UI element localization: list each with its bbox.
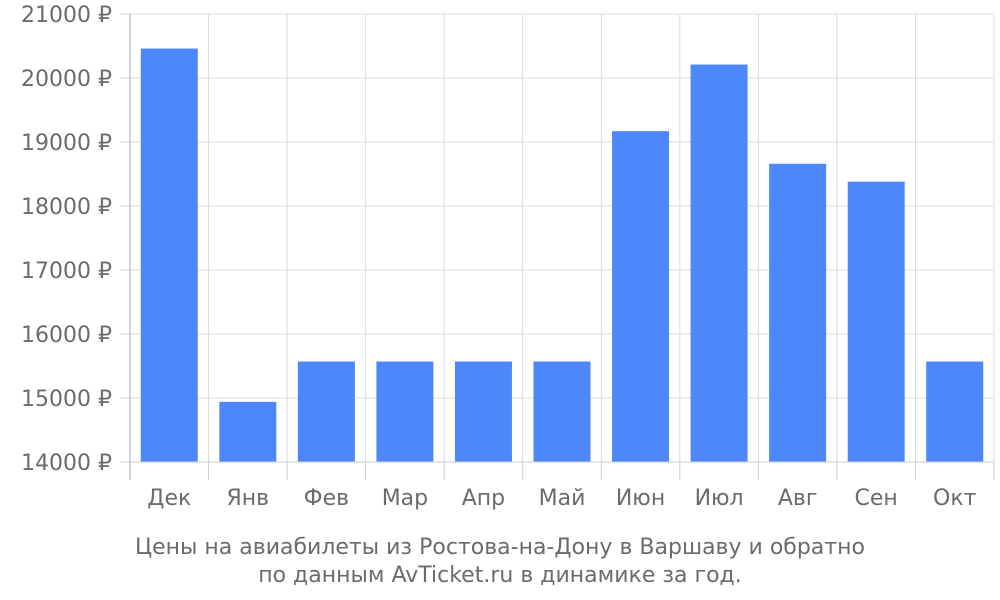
y-tick-label: 19000 ₽	[21, 131, 112, 156]
x-tick-label: Июн	[616, 486, 665, 511]
chart-bars	[140, 48, 984, 463]
bar	[612, 131, 670, 462]
y-tick-label: 14000 ₽	[21, 451, 112, 476]
x-tick-label: Окт	[933, 486, 977, 511]
chart-caption-line-1: Цены на авиабилеты из Ростова-на-Дону в …	[135, 535, 865, 560]
bar	[847, 181, 905, 462]
chart-grid	[129, 13, 995, 463]
y-tick-label: 17000 ₽	[21, 259, 112, 284]
x-tick-label: Июл	[695, 486, 744, 511]
x-tick-label: Апр	[462, 486, 505, 511]
y-tick-label: 21000 ₽	[21, 3, 112, 28]
x-axis-tick-labels: Дек Янв Фев Мар Апр Май Июн Июл Авг Сен Окт	[147, 486, 976, 511]
bar	[454, 361, 512, 462]
y-tick-label: 20000 ₽	[21, 67, 112, 92]
x-tick-label: Авг	[778, 486, 818, 511]
bar	[769, 163, 827, 462]
chart-caption-line-2: по данным AvTicket.ru в динамике за год.	[258, 563, 742, 588]
chart-axes	[120, 13, 995, 480]
x-tick-label: Сен	[855, 486, 898, 511]
x-tick-label: Фев	[304, 486, 349, 511]
x-tick-label: Мар	[382, 486, 428, 511]
bar	[297, 361, 355, 462]
x-tick-label: Янв	[226, 486, 269, 511]
bar	[926, 361, 984, 462]
bar	[690, 64, 748, 462]
y-tick-label: 15000 ₽	[21, 387, 112, 412]
bar	[533, 361, 591, 462]
bar-chart: 14000 ₽ 15000 ₽ 16000 ₽ 17000 ₽ 18000 ₽ 19000…	[21, 3, 995, 511]
y-tick-label: 18000 ₽	[21, 195, 112, 220]
bar	[140, 48, 198, 463]
x-tick-label: Май	[539, 486, 586, 511]
bar	[376, 361, 434, 462]
y-axis-tick-labels: 14000 ₽ 15000 ₽ 16000 ₽ 17000 ₽ 18000 ₽ 19000…	[21, 3, 112, 476]
x-tick-label: Дек	[147, 486, 191, 511]
y-tick-label: 16000 ₽	[21, 323, 112, 348]
bar	[219, 401, 277, 462]
